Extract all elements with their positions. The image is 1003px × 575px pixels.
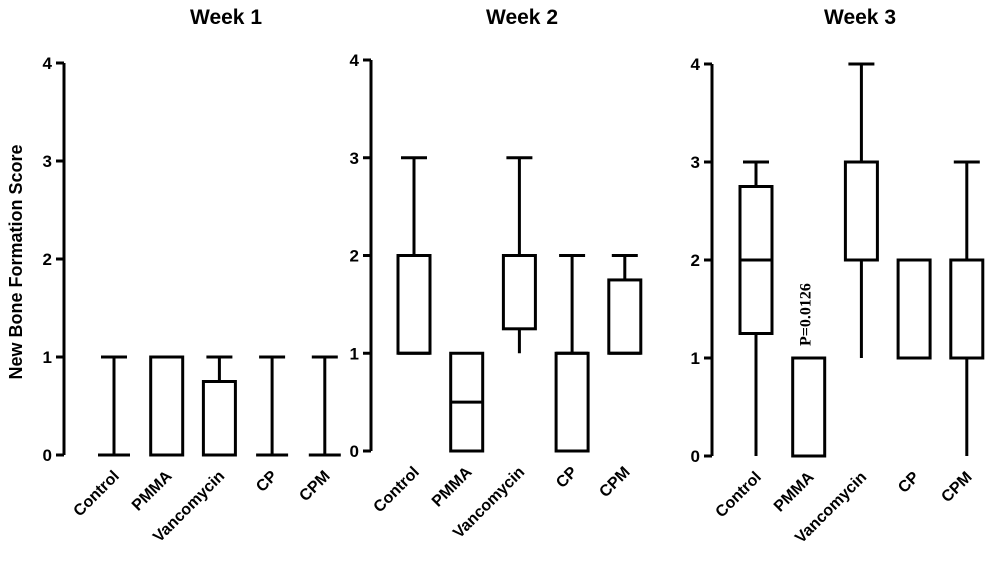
y-tick-label-week2-3: 3	[350, 149, 359, 168]
box-week1-pmma	[149, 355, 185, 457]
y-tick-label-week3-2: 2	[691, 251, 700, 270]
box-week3-pmma	[791, 356, 827, 458]
box-week3-vancomycin	[843, 160, 879, 262]
box-week3-cpm	[949, 258, 985, 360]
y-tick-label-week2-1: 1	[350, 344, 359, 363]
y-tick-label-week1-0: 0	[43, 446, 52, 465]
y-tick-label-week1-3: 3	[43, 152, 52, 171]
box-week2-cpm	[607, 278, 643, 355]
box-week1-vancomycin	[201, 380, 237, 457]
panel-title-week2: Week 2	[486, 6, 558, 29]
y-tick-label-week3-3: 3	[691, 153, 700, 172]
category-label-week1-cpm: CPM	[296, 468, 333, 505]
y-axis-label: New Bone Formation Score	[6, 144, 26, 379]
box-week2-control	[396, 254, 432, 355]
category-label-week1-control: Control	[71, 468, 123, 520]
category-label-week2-cpm: CPM	[596, 464, 633, 501]
panel-title-week1: Week 1	[190, 6, 262, 29]
panel-title-week3: Week 3	[824, 6, 896, 29]
y-tick-label-week1-4: 4	[43, 54, 53, 73]
y-tick-label-week3-4: 4	[691, 55, 701, 74]
annotation-pvalue-week3: P=0.0126	[798, 283, 815, 346]
category-label-week1-cp: CP	[253, 468, 281, 496]
y-tick-label-week3-1: 1	[691, 349, 700, 368]
category-label-week2-cp: CP	[553, 464, 581, 492]
y-tick-label-week2-2: 2	[350, 247, 359, 266]
box-week3-cp	[896, 258, 932, 360]
category-label-week3-cp: CP	[895, 469, 923, 497]
category-label-week1-pmma: PMMA	[129, 467, 176, 514]
category-label-week3-control: Control	[713, 469, 765, 521]
category-label-week2-control: Control	[371, 464, 423, 516]
y-tick-label-week1-2: 2	[43, 250, 52, 269]
category-label-week2-pmma: PMMA	[429, 463, 476, 510]
category-label-week3-pmma: PMMA	[771, 468, 818, 515]
box-week2-cp	[554, 351, 590, 453]
box-week2-vancomycin	[501, 254, 537, 331]
y-tick-label-week2-0: 0	[350, 442, 359, 461]
y-tick-label-week1-1: 1	[43, 348, 52, 367]
y-tick-label-week3-0: 0	[691, 447, 700, 466]
category-label-week3-cpm: CPM	[938, 469, 975, 506]
y-tick-label-week2-4: 4	[350, 51, 360, 70]
